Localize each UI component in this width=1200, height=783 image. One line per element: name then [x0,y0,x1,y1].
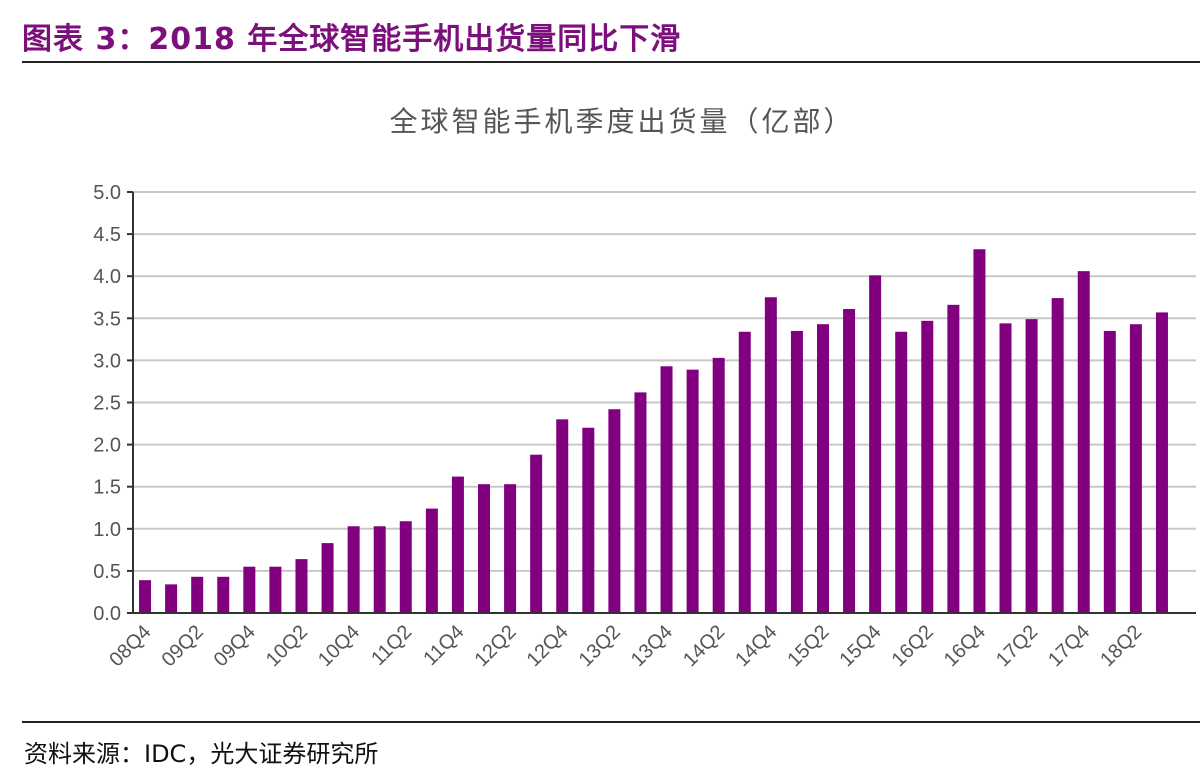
x-axis-ticks: 08Q4 09Q2 09Q4 10Q2 10Q4 11Q2 11Q4 12Q2 12Q4 13Q2… [105,621,1146,671]
bar-10Q3 [321,543,334,613]
x-tick-label: 11Q4 [419,621,468,670]
gridlines [133,191,1196,572]
bar-12Q2 [504,484,517,613]
chart-title: 全球智能手机季度出货量（亿部） [389,105,854,138]
y-tick-label: 2.0 [93,435,121,457]
bar-18Q2 [1129,324,1142,613]
x-tick-label: 13Q2 [575,621,625,671]
bar-12Q3 [530,454,543,613]
x-tick-label: 14Q4 [731,621,781,671]
bar-15Q1 [790,330,803,613]
bar-09Q4 [243,566,256,613]
bar-11Q2 [399,521,412,613]
bar-13Q4 [660,366,673,613]
x-tick-label: 11Q2 [367,621,416,670]
x-tick-label: 18Q2 [1096,621,1146,671]
bar-09Q2 [191,576,204,613]
x-tick-label: 15Q2 [783,621,833,671]
bar-17Q3 [1051,298,1064,613]
bar-14Q2 [712,357,725,613]
bar-18Q3 [1155,312,1168,613]
bar-13Q1 [582,427,595,613]
bar-18Q1 [1103,330,1116,613]
x-tick-label: 16Q4 [940,621,990,671]
x-tick-label: 09Q4 [210,621,260,671]
bar-13Q2 [608,409,621,613]
bar-10Q4 [347,526,360,613]
bar-08Q4 [139,580,152,613]
bar-17Q1 [999,323,1012,613]
bar-16Q3 [947,304,960,613]
bar-11Q4 [451,476,464,613]
bar-14Q3 [738,331,751,613]
bar-09Q3 [217,576,230,613]
y-tick-label: 0.5 [93,561,121,583]
bar-16Q1 [895,331,908,613]
bar-16Q4 [973,249,986,614]
x-tick-label: 17Q2 [992,621,1042,671]
bar-14Q1 [686,369,699,613]
x-tick-label: 08Q4 [105,621,155,671]
y-axis-ticks: 0.0 0.5 1.0 1.5 2.0 2.5 3.0 3.5 4.0 4.5 5.0 [93,182,1196,625]
x-tick-label: 12Q2 [470,621,520,671]
y-tick-label: 5.0 [93,182,121,204]
bar-12Q4 [556,419,569,613]
x-tick-label: 17Q4 [1044,621,1094,671]
x-tick-label: 10Q4 [314,621,364,671]
y-tick-label: 3.5 [93,308,121,330]
bar-15Q4 [869,275,882,613]
bars [139,249,1168,614]
bar-09Q1 [165,584,178,613]
x-tick-label: 10Q2 [262,621,312,671]
figure-title: 图表 3：2018 年全球智能手机出货量同比下滑 [22,22,682,57]
bar-16Q2 [921,320,934,613]
bar-10Q1 [269,566,282,613]
bar-14Q4 [764,297,777,613]
y-tick-label: 3.0 [93,350,121,372]
x-tick-label: 09Q2 [158,621,208,671]
y-tick-label: 0.0 [93,603,121,625]
y-tick-label: 4.5 [93,224,121,246]
x-tick-label: 12Q4 [523,621,573,671]
bar-15Q3 [843,309,856,613]
bar-13Q3 [634,392,647,613]
y-tick-label: 1.5 [93,477,121,499]
bar-17Q2 [1025,319,1038,613]
y-tick-label: 2.5 [93,393,121,415]
bottom-rule [22,721,1200,723]
bar-12Q1 [478,484,491,613]
bar-11Q3 [425,508,438,613]
x-tick-label: 15Q4 [836,621,886,671]
bar-10Q2 [295,559,308,613]
top-rule [22,61,1200,63]
y-tick-label: 4.0 [93,266,121,288]
source-note: 资料来源：IDC，光大证券研究所 [24,740,379,768]
bar-17Q4 [1077,271,1090,613]
x-tick-label: 14Q2 [679,621,729,671]
bar-15Q2 [816,324,829,613]
y-tick-label: 1.0 [93,519,121,541]
bar-11Q1 [373,526,386,613]
x-tick-label: 16Q2 [888,621,938,671]
x-tick-label: 13Q4 [627,621,677,671]
